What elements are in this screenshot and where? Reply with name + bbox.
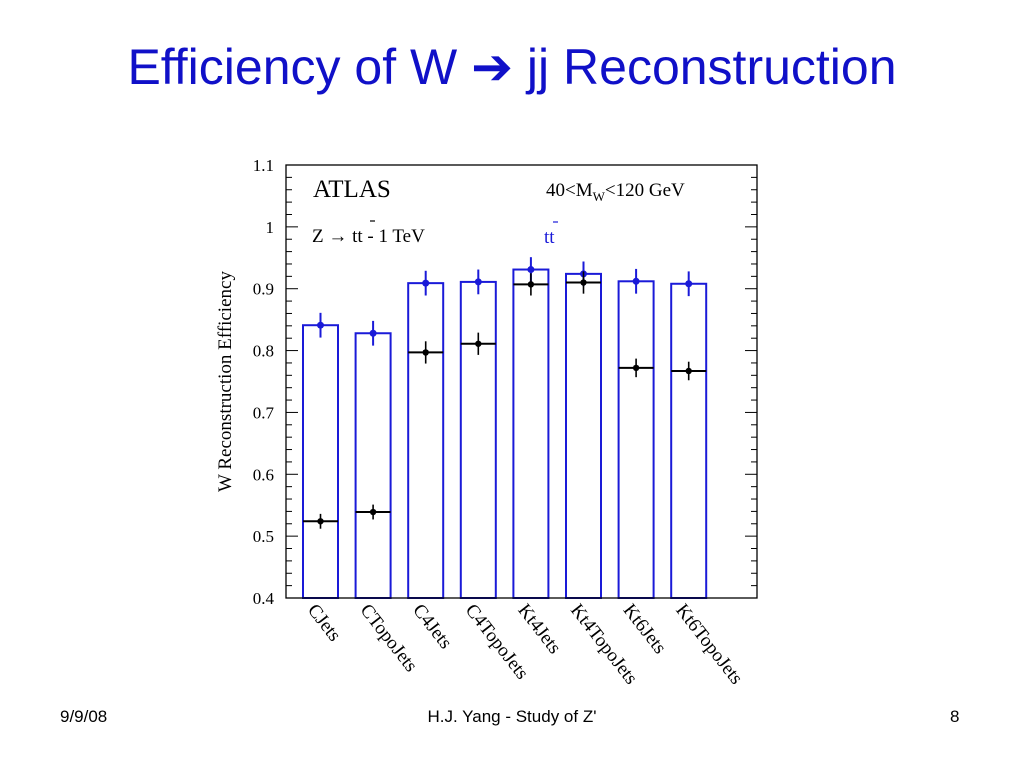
- plot-frame: [285, 164, 758, 599]
- footer-date: 9/9/08: [60, 707, 108, 726]
- zprime-point: [422, 349, 429, 356]
- x-category-label: CJets: [303, 600, 345, 645]
- experiment-label: ATLAS: [313, 176, 391, 203]
- mass-cut-label: 40<MW<120 GeV: [546, 180, 685, 204]
- efficiency-bar: [407, 282, 445, 599]
- efficiency-bar: [459, 280, 497, 599]
- y-tick-label: 0.8: [253, 342, 274, 361]
- ttbar-point: [369, 329, 377, 337]
- efficiency-bar: [670, 282, 708, 599]
- slide-title: Efficiency of W ➔ jj Reconstruction: [0, 38, 1024, 96]
- ttbar-point: [632, 277, 640, 285]
- ttbar-point: [685, 280, 693, 288]
- y-tick-label: 1: [266, 218, 275, 237]
- sample-label: Z → tt - 1 TeV: [312, 226, 425, 247]
- title-suffix: jj Reconstruction: [526, 39, 897, 95]
- zprime-point: [369, 508, 377, 516]
- zprime-point: [475, 340, 482, 347]
- zprime-point: [580, 279, 587, 286]
- zprime-point: [632, 364, 640, 372]
- ttbar-point: [317, 321, 324, 329]
- x-category-label: Kt6TopoJets: [671, 600, 747, 688]
- zprime-point: [685, 367, 692, 375]
- title-prefix: Efficiency of W: [127, 39, 458, 95]
- efficiency-bar: [354, 332, 392, 599]
- y-tick-label: 1.1: [253, 156, 274, 175]
- y-tick-label: 0.5: [253, 527, 274, 546]
- y-tick-label: 0.9: [253, 280, 274, 299]
- efficiency-bar: [617, 280, 655, 599]
- efficiency-bar: [512, 268, 550, 599]
- ttbar-point: [527, 266, 535, 274]
- y-axis-label: W Reconstruction Efficiency: [215, 271, 236, 492]
- x-category-label: Kt6Jets: [619, 600, 671, 658]
- y-tick-label: 0.4: [253, 589, 275, 608]
- x-category-label: Kt4Jets: [513, 600, 565, 658]
- legend-ttbar-label: tt: [544, 227, 555, 248]
- x-category-label: C4Jets: [408, 600, 456, 653]
- zprime-point: [527, 281, 535, 288]
- y-tick-label: 0.7: [253, 403, 275, 422]
- efficiency-bar: [565, 272, 602, 599]
- footer-center-text: H.J. Yang - Study of Z': [427, 707, 597, 726]
- ttbar-point: [422, 279, 430, 287]
- ttbar-point: [474, 278, 482, 286]
- y-tick-label: 0.6: [253, 465, 274, 484]
- efficiency-bar: [302, 324, 339, 599]
- zprime-point: [317, 518, 324, 525]
- title-arrow-icon: ➔: [471, 39, 514, 95]
- footer-page-number: 8: [950, 707, 960, 726]
